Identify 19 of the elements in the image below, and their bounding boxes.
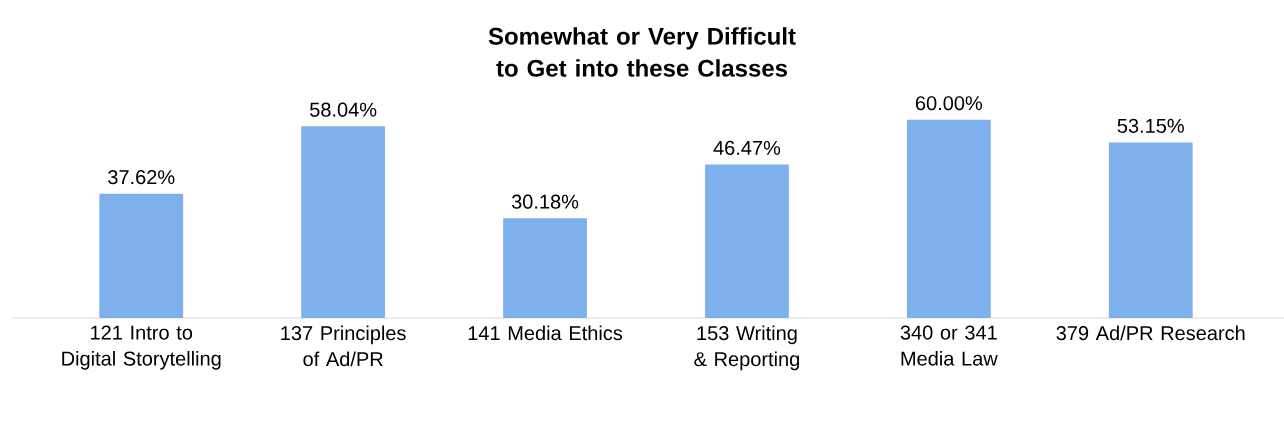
data-label: 30.18% [511, 194, 579, 209]
data-label: 53.15% [1117, 118, 1184, 133]
x-tick-label: 137 Principles of Ad/PR [281, 325, 406, 367]
x-tick-label: 379 Ad/PR Research [1056, 325, 1245, 341]
bar [99, 193, 184, 318]
chart-title: Somewhat or Very Difficult to Get into these Classes [488, 27, 796, 77]
bar [705, 164, 789, 318]
data-label: 46.47% [713, 140, 781, 155]
x-tick-label: 153 Writing & Reporting [694, 325, 799, 371]
data-label: 58.04% [310, 102, 377, 117]
x-tick-label: 340 or 341 Media Law [900, 325, 998, 366]
data-label: 60.00% [915, 96, 983, 111]
x-tick-label: 121 Intro to Digital Storytelling [62, 325, 221, 370]
bar [503, 218, 587, 318]
x-tick-label: 141 Media Ethics [468, 325, 623, 341]
bar [301, 126, 386, 318]
bar [906, 119, 991, 318]
data-label: 37.62% [108, 170, 175, 185]
bar [1108, 142, 1193, 318]
